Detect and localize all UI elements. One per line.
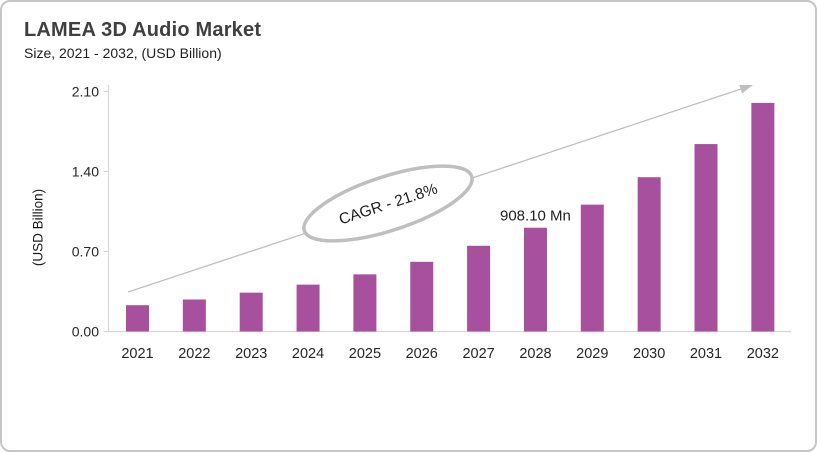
bar-2023 — [239, 292, 263, 332]
y-tick-label: 0.70 — [72, 244, 99, 260]
bar-2030 — [637, 177, 661, 332]
x-tick-label-2028: 2028 — [519, 346, 551, 362]
bar-2028 — [523, 227, 547, 332]
bar-2027 — [467, 245, 491, 332]
x-tick-label-2025: 2025 — [349, 346, 381, 362]
trend-arrow-head — [739, 84, 753, 94]
bar-2031 — [694, 144, 718, 332]
chart-subtitle: Size, 2021 - 2032, (USD Billion) — [24, 45, 222, 61]
y-tick-label: 2.10 — [72, 84, 99, 100]
cagr-callout: CAGR - 21.8% — [302, 164, 474, 243]
bar-2032 — [751, 102, 775, 332]
bar-2022 — [182, 299, 206, 332]
x-tick-label-2031: 2031 — [690, 346, 722, 362]
y-tick-label: 0.00 — [72, 324, 99, 340]
x-tick-label-2023: 2023 — [235, 346, 267, 362]
x-tick-label-2027: 2027 — [462, 346, 494, 362]
x-tick-label-2029: 2029 — [576, 346, 608, 362]
x-tick-label-2024: 2024 — [292, 346, 324, 362]
x-tick-label-2022: 2022 — [178, 346, 210, 362]
bar-2029 — [580, 204, 604, 332]
data-label-2028: 908.10 Mn — [500, 208, 571, 225]
cagr-ellipse — [302, 164, 474, 243]
bar-2026 — [410, 261, 434, 332]
bar-2025 — [353, 274, 377, 332]
x-tick-label-2032: 2032 — [747, 346, 779, 362]
y-tick-label: 1.40 — [72, 164, 99, 180]
x-tick-label-2026: 2026 — [406, 346, 438, 362]
chart-title: LAMEA 3D Audio Market — [24, 19, 262, 41]
bar-2021 — [126, 305, 149, 332]
x-tick-label-2021: 2021 — [121, 346, 153, 362]
bar-2024 — [296, 284, 320, 332]
x-tick-label-2030: 2030 — [633, 346, 665, 362]
